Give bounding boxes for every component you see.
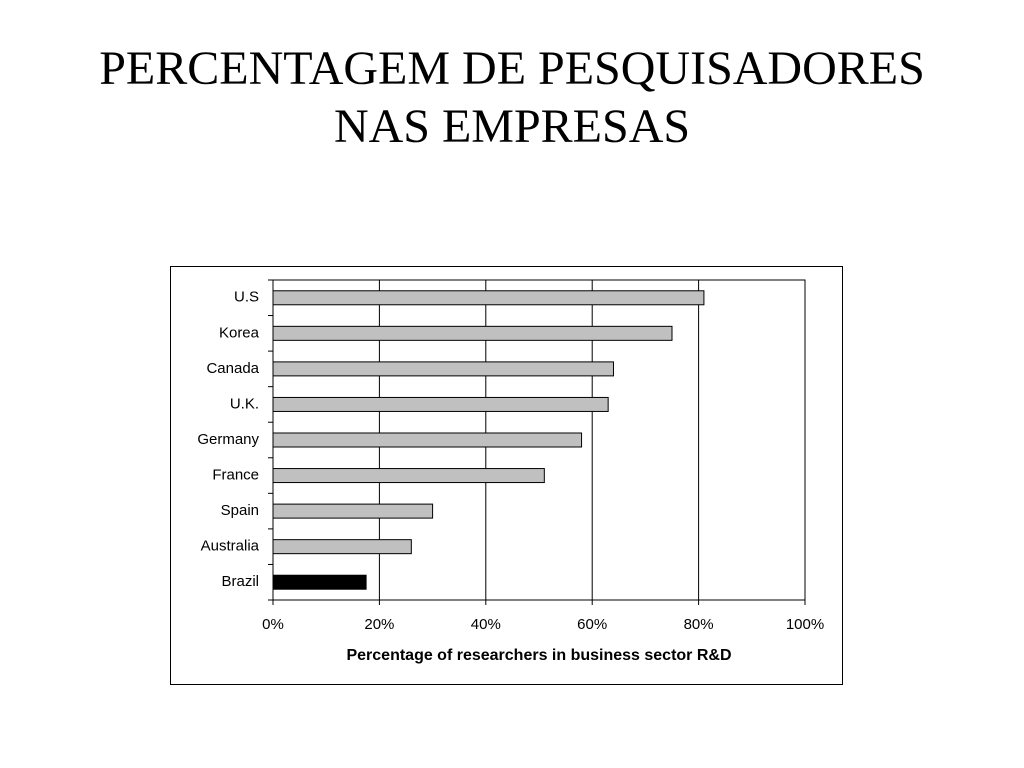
- x-tick-label: 100%: [786, 616, 824, 633]
- x-tick-label: 80%: [684, 616, 714, 633]
- bar: [272, 432, 583, 448]
- bar: [272, 361, 614, 377]
- bar: [272, 503, 434, 519]
- x-tick-label: 0%: [262, 616, 284, 633]
- y-tick-label: Australia: [201, 538, 260, 555]
- y-tick-label: Germany: [197, 431, 259, 448]
- bar: [272, 468, 545, 484]
- bar: [272, 396, 609, 412]
- bar: [272, 574, 367, 590]
- chart-frame: [170, 266, 843, 685]
- x-tick-label: 20%: [364, 616, 394, 633]
- bar: [272, 325, 673, 341]
- chart-title: PERCENTAGEM DE PESQUISADORES NAS EMPRESA…: [99, 42, 925, 153]
- x-tick-label: 60%: [577, 616, 607, 633]
- y-tick-label: Spain: [221, 502, 259, 519]
- y-tick-label: U.K.: [230, 395, 259, 412]
- y-tick-label: France: [212, 467, 259, 484]
- bar: [272, 539, 412, 555]
- y-tick-label: U.S: [234, 289, 259, 306]
- x-tick-label: 40%: [471, 616, 501, 633]
- y-tick-label: Brazil: [221, 573, 259, 590]
- y-tick-label: Korea: [219, 324, 260, 341]
- bar: [272, 290, 705, 306]
- x-axis-label: Percentage of researchers in business se…: [346, 647, 731, 664]
- y-tick-label: Canada: [206, 360, 259, 377]
